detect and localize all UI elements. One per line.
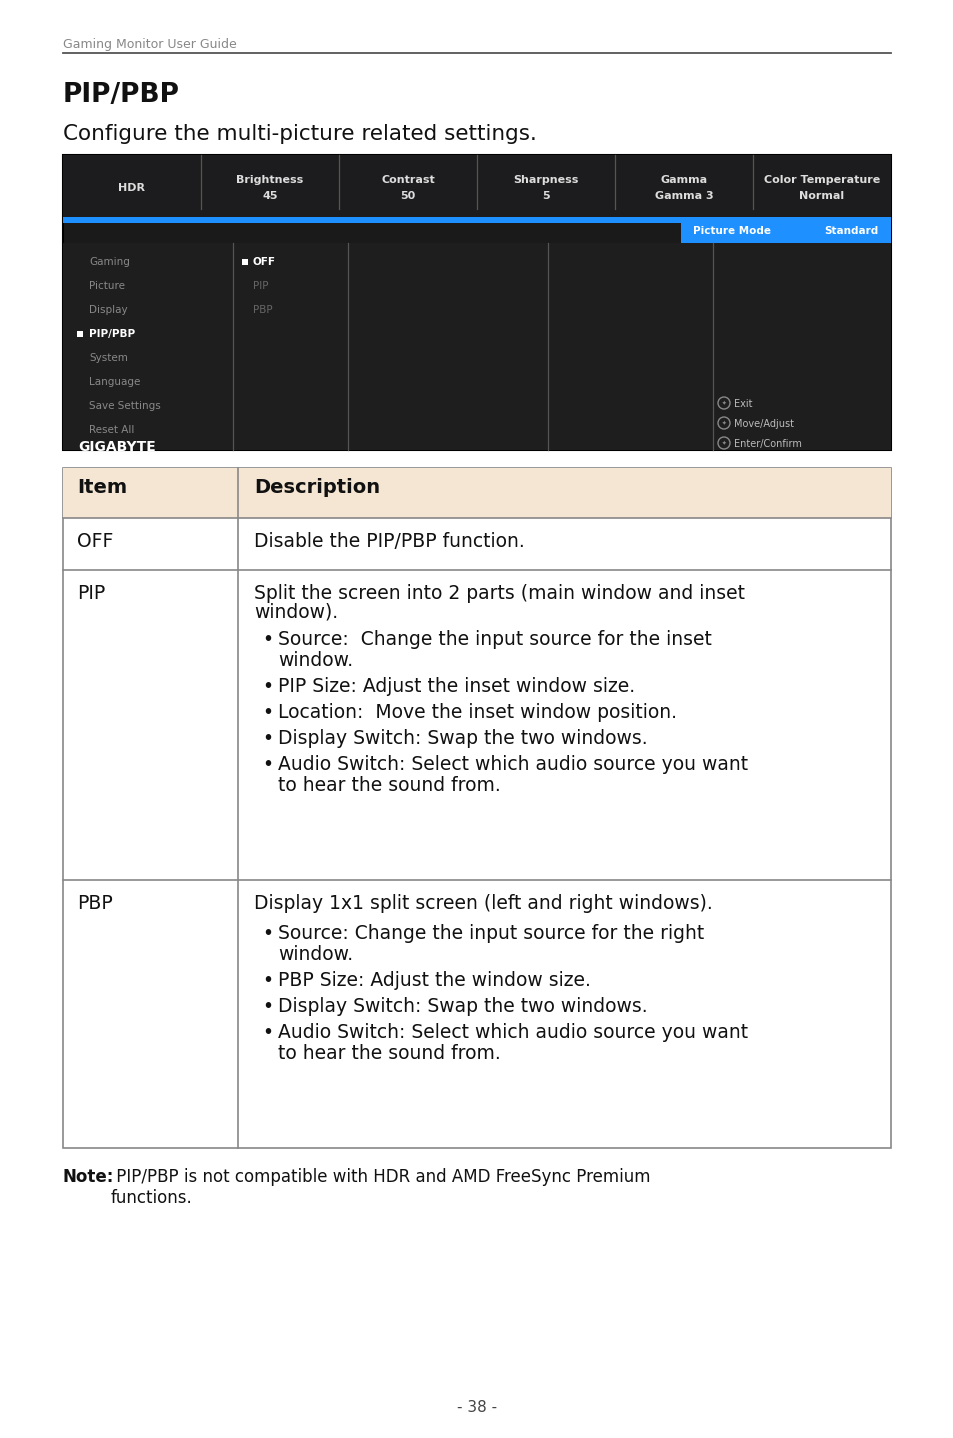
Text: Gamma: Gamma <box>659 175 707 186</box>
Bar <box>63 467 890 518</box>
Bar <box>680 223 890 243</box>
Text: PIP: PIP <box>77 584 105 603</box>
Text: Gamma 3: Gamma 3 <box>654 191 713 201</box>
Bar <box>242 259 248 265</box>
Text: Item: Item <box>77 477 127 498</box>
Text: Source: Change the input source for the right: Source: Change the input source for the … <box>277 925 703 943</box>
Text: Enter/Confirm: Enter/Confirm <box>733 439 801 449</box>
Text: Save Settings: Save Settings <box>89 401 161 411</box>
Text: Reset All: Reset All <box>89 426 134 436</box>
Text: 5: 5 <box>541 191 549 201</box>
Bar <box>63 243 890 450</box>
Text: •: • <box>262 1022 273 1043</box>
Text: window.: window. <box>277 651 353 670</box>
Text: Normal: Normal <box>799 191 843 201</box>
Text: •: • <box>262 925 273 943</box>
Text: to hear the sound from.: to hear the sound from. <box>277 777 500 795</box>
Text: Display 1x1 split screen (left and right windows).: Display 1x1 split screen (left and right… <box>253 894 712 913</box>
Text: Language: Language <box>89 377 140 387</box>
Text: Audio Switch: Select which audio source you want: Audio Switch: Select which audio source … <box>277 1022 747 1043</box>
Text: Picture Mode: Picture Mode <box>692 226 770 236</box>
Text: System: System <box>89 352 128 362</box>
Text: HDR: HDR <box>118 183 146 193</box>
Text: PBP: PBP <box>253 305 273 315</box>
Text: 50: 50 <box>400 191 416 201</box>
Text: ✦: ✦ <box>720 420 725 426</box>
Text: •: • <box>262 677 273 696</box>
Bar <box>63 155 890 450</box>
Text: Display Switch: Swap the two windows.: Display Switch: Swap the two windows. <box>277 729 647 748</box>
Text: ✦: ✦ <box>720 401 725 406</box>
Text: Audio Switch: Select which audio source you want: Audio Switch: Select which audio source … <box>277 755 747 774</box>
Text: - 38 -: - 38 - <box>456 1401 497 1415</box>
Text: Picture: Picture <box>89 280 125 290</box>
Text: window.: window. <box>277 945 353 963</box>
Text: Disable the PIP/PBP function.: Disable the PIP/PBP function. <box>253 532 524 551</box>
Text: Contrast: Contrast <box>381 175 435 186</box>
Text: GIGABYTE: GIGABYTE <box>78 440 155 454</box>
Text: PIP: PIP <box>253 280 268 290</box>
Text: Brightness: Brightness <box>236 175 303 186</box>
Text: •: • <box>262 630 273 649</box>
Bar <box>63 467 890 1148</box>
Text: PBP: PBP <box>77 894 112 913</box>
Text: OFF: OFF <box>253 257 275 267</box>
Text: •: • <box>262 971 273 989</box>
Text: •: • <box>262 755 273 774</box>
Bar <box>63 155 890 217</box>
Text: Split the screen into 2 parts (main window and inset: Split the screen into 2 parts (main wind… <box>253 584 744 603</box>
Text: PIP/PBP: PIP/PBP <box>89 329 135 339</box>
Text: Display Switch: Swap the two windows.: Display Switch: Swap the two windows. <box>277 997 647 1017</box>
Text: Source:  Change the input source for the inset: Source: Change the input source for the … <box>277 630 711 649</box>
Text: 45: 45 <box>262 191 277 201</box>
Text: Note:: Note: <box>63 1168 114 1186</box>
Text: •: • <box>262 703 273 722</box>
Text: Color Temperature: Color Temperature <box>763 175 880 186</box>
Text: Configure the multi-picture related settings.: Configure the multi-picture related sett… <box>63 124 537 144</box>
Text: Gaming: Gaming <box>89 257 130 267</box>
Text: PIP Size: Adjust the inset window size.: PIP Size: Adjust the inset window size. <box>277 677 635 696</box>
Bar <box>77 331 83 336</box>
Text: OFF: OFF <box>77 532 113 551</box>
Text: Display: Display <box>89 305 128 315</box>
Text: PIP/PBP is not compatible with HDR and AMD FreeSync Premium
functions.: PIP/PBP is not compatible with HDR and A… <box>111 1168 650 1206</box>
Text: Move/Adjust: Move/Adjust <box>733 418 793 429</box>
Bar <box>63 217 890 223</box>
Text: PIP/PBP: PIP/PBP <box>63 82 180 108</box>
Text: Sharpness: Sharpness <box>513 175 578 186</box>
Text: PBP Size: Adjust the window size.: PBP Size: Adjust the window size. <box>277 971 590 989</box>
Text: Description: Description <box>253 477 379 498</box>
Text: •: • <box>262 729 273 748</box>
Text: window).: window). <box>253 603 337 621</box>
Text: Exit: Exit <box>733 398 752 408</box>
Text: Standard: Standard <box>824 226 878 236</box>
Text: ✦: ✦ <box>720 440 725 446</box>
Text: to hear the sound from.: to hear the sound from. <box>277 1044 500 1063</box>
Text: Location:  Move the inset window position.: Location: Move the inset window position… <box>277 703 677 722</box>
Text: Gaming Monitor User Guide: Gaming Monitor User Guide <box>63 37 236 50</box>
Text: •: • <box>262 997 273 1017</box>
